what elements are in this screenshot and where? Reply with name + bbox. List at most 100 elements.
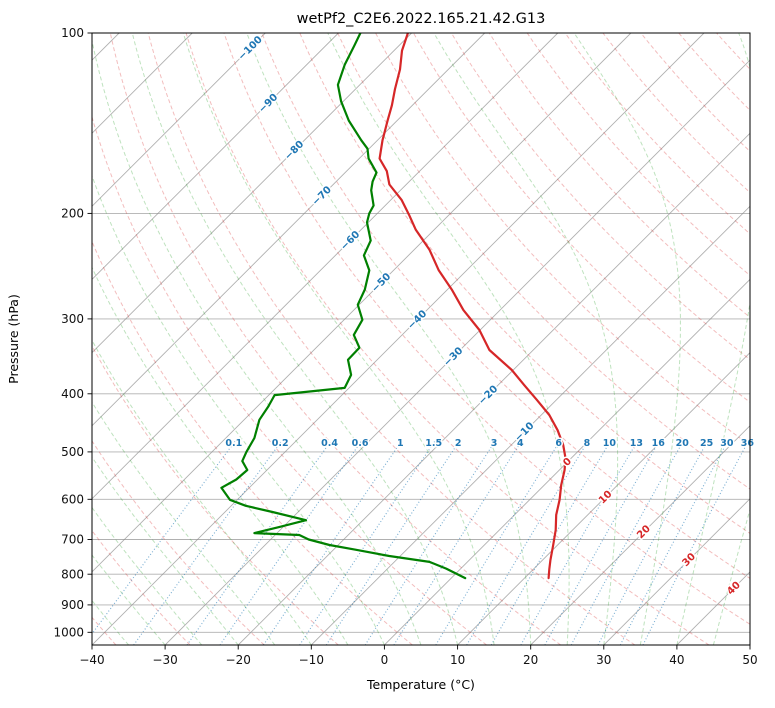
mixing-ratio-line — [186, 440, 332, 645]
isotherm-line — [92, 33, 486, 427]
mixing-ratio-label: 36 — [741, 438, 755, 449]
dry-adiabat — [375, 33, 750, 446]
isotherm-line — [92, 33, 193, 134]
dry-adiabat — [716, 33, 750, 70]
mixing-ratio-line — [544, 441, 660, 645]
y-tick-label: 1000 — [53, 626, 84, 640]
moist-adiabat — [433, 33, 619, 645]
x-tick-label: −20 — [226, 653, 251, 667]
dry-adiabat — [755, 33, 775, 645]
x-axis-label: Temperature (°C) — [366, 677, 475, 692]
y-tick-label: 500 — [61, 445, 84, 459]
mixing-ratio-label: 13 — [630, 438, 643, 449]
mixing-ratio-label: 4 — [517, 438, 524, 449]
mixing-ratio-label: 1.5 — [425, 438, 442, 449]
dry-adiabat — [261, 33, 750, 580]
isotherm-line — [310, 205, 750, 645]
isotherm-line — [457, 351, 750, 645]
isotherm-label: −30 — [442, 345, 466, 369]
mixing-ratio-lines — [92, 440, 749, 645]
mixing-ratio-label: 6 — [555, 438, 562, 449]
y-tick-label: 800 — [61, 567, 84, 581]
moist-adiabat — [92, 38, 422, 645]
isotherm-line — [749, 644, 750, 645]
mixing-ratio-line — [133, 440, 282, 645]
moist-adiabat — [92, 456, 239, 645]
dry-adiabat — [92, 115, 487, 645]
axes-frame — [91, 32, 751, 646]
isotherm-label: −100 — [236, 34, 264, 62]
mixing-ratio-label: 2 — [455, 438, 462, 449]
mixing-ratio-label: 8 — [584, 438, 591, 449]
moist-adiabat — [182, 33, 495, 645]
dry-adiabat — [602, 33, 750, 194]
isotherm-line — [603, 498, 750, 645]
mixing-ratio-line — [642, 441, 749, 645]
axis-tick-labels: −40 −30 −20 −10 0 10 20 30 40 5010020030040050060… — [53, 26, 757, 667]
moist-adiabats — [92, 33, 750, 645]
y-tick-label: 700 — [61, 533, 84, 547]
mixing-ratio-label: 16 — [652, 438, 666, 449]
y-tick-label: 300 — [61, 312, 84, 326]
isotherm-line — [530, 425, 750, 645]
temperature-curve — [378, 33, 567, 580]
moist-adiabat — [573, 33, 681, 645]
isotherm-line — [92, 33, 412, 354]
moist-adiabat — [92, 266, 349, 645]
mixing-ratio-line — [435, 441, 561, 645]
clipped-layers — [92, 33, 775, 645]
moist-adiabat — [92, 554, 166, 645]
isotherm-line — [92, 33, 339, 281]
moist-adiabat — [246, 33, 532, 645]
dry-adiabat — [413, 33, 750, 403]
mixing-ratio-label: 0.4 — [321, 438, 338, 449]
y-axis-label: Pressure (hPa) — [6, 294, 21, 384]
chart-layers: −100−90−80−70−60−50−40−30−20−10010203040… — [53, 26, 775, 667]
isotherm-line — [92, 33, 632, 573]
dewpoint-curve — [220, 33, 467, 580]
mixing-ratio-line — [619, 441, 729, 645]
mixing-ratio-line — [92, 440, 236, 635]
isotherm-label: 10 — [597, 489, 615, 507]
y-tick-label: 600 — [61, 493, 84, 507]
dry-adiabats — [92, 33, 775, 645]
isotherm-label: −50 — [370, 271, 394, 295]
y-tick-label: 900 — [61, 598, 84, 612]
y-tick-label: 200 — [61, 207, 84, 221]
x-tick-label: −40 — [79, 653, 104, 667]
dry-adiabat — [526, 33, 750, 277]
mixing-ratio-line — [520, 441, 638, 645]
mixing-ratio-label: 1 — [397, 438, 404, 449]
dry-adiabat — [185, 33, 710, 645]
isotherm-label: −70 — [310, 184, 334, 208]
mixing-ratio-label: 3 — [491, 438, 498, 449]
isotherm-line — [92, 33, 559, 500]
chart-title: wetPf2_C2E6.2022.165.21.42.G13 — [297, 11, 546, 27]
y-tick-label: 400 — [61, 387, 84, 401]
isotherm-label: −80 — [283, 139, 307, 163]
x-tick-label: 50 — [742, 653, 757, 667]
x-tick-label: 0 — [381, 653, 389, 667]
dry-adiabat — [450, 33, 750, 361]
axis-ticks — [87, 32, 751, 650]
dry-adiabat — [92, 440, 265, 645]
mixing-ratio-line — [364, 441, 496, 645]
moist-adiabat — [676, 33, 750, 645]
dry-adiabat — [678, 33, 750, 112]
x-tick-label: 20 — [523, 653, 538, 667]
mixing-ratio-line — [325, 440, 460, 645]
x-tick-label: −10 — [299, 653, 324, 667]
mixing-ratio-line — [299, 440, 436, 645]
isotherm-line — [164, 59, 750, 645]
mixing-ratio-label: 0.2 — [272, 438, 289, 449]
isotherm-line — [92, 33, 266, 207]
mixing-ratio-label: 25 — [700, 438, 713, 449]
dry-adiabat — [147, 33, 636, 645]
plot-border — [91, 32, 751, 646]
dry-adiabat — [223, 33, 750, 625]
x-tick-label: −30 — [152, 653, 177, 667]
mixing-ratio-line — [466, 441, 589, 645]
dry-adiabat — [92, 529, 191, 645]
dry-adiabat — [640, 33, 750, 153]
